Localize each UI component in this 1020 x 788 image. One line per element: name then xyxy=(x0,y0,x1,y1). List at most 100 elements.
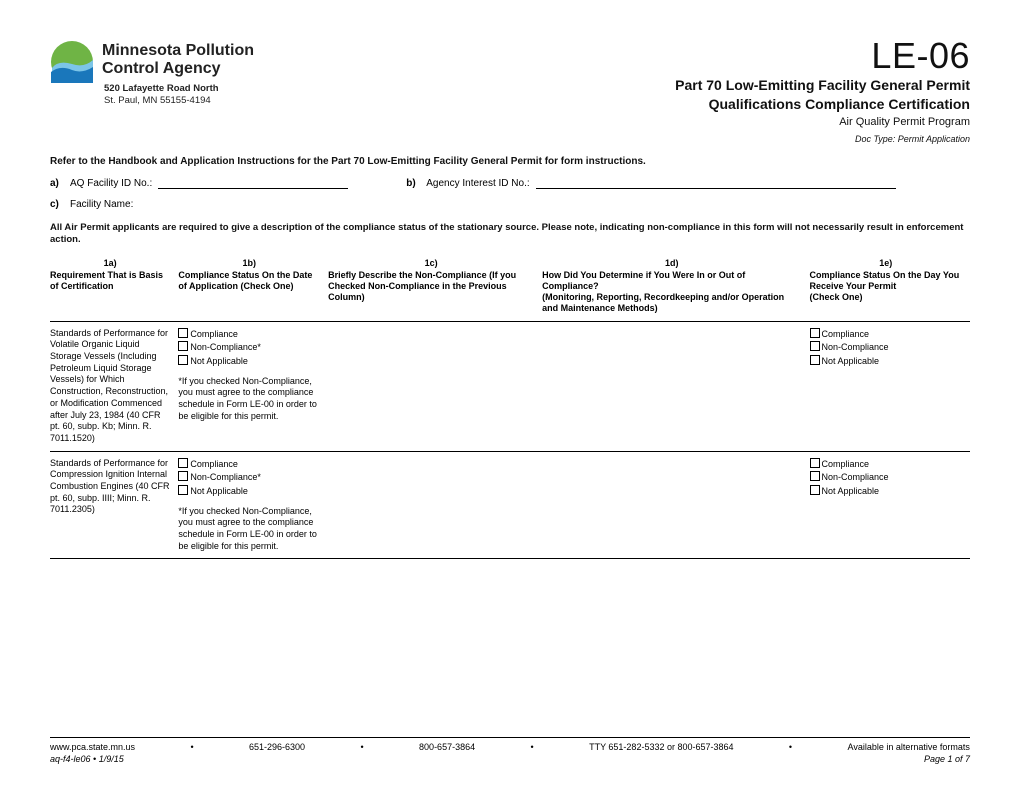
checkbox[interactable] xyxy=(810,485,820,495)
field-b-letter: b) xyxy=(406,178,426,189)
checkbox[interactable] xyxy=(178,458,188,468)
col-1e-sub: (Check One) xyxy=(810,292,863,302)
footer-sep: • xyxy=(91,754,99,764)
row2-req: Standards of Performance for Compression… xyxy=(50,451,178,559)
col-1e-text: Compliance Status On the Day You Receive… xyxy=(810,270,960,291)
row2-status-app: Compliance Non-Compliance* Not Applicabl… xyxy=(178,451,328,559)
col-1e-header: 1e) Compliance Status On the Day You Rec… xyxy=(810,256,970,321)
col-1a-text: Requirement That is Basis of Certificati… xyxy=(50,270,163,291)
row1-status-app: Compliance Non-Compliance* Not Applicabl… xyxy=(178,321,328,451)
compliance-note: All Air Permit applicants are required t… xyxy=(50,222,970,247)
row1-describe[interactable] xyxy=(328,321,542,451)
fields-row-2: c) Facility Name: xyxy=(50,199,970,210)
col-1b-header: 1b) Compliance Status On the Date of App… xyxy=(178,256,328,321)
col-1d-header: 1d) How Did You Determine if You Were In… xyxy=(542,256,809,321)
form-title-line2: Qualifications Compliance Certification xyxy=(709,96,970,112)
check-compliance: Compliance xyxy=(190,459,238,469)
doc-type: Doc Type: Permit Application xyxy=(675,134,970,144)
check-noncompliance: Non-Compliance* xyxy=(190,342,261,352)
row2-determine[interactable] xyxy=(542,451,809,559)
footer-row-1: www.pca.state.mn.us • 651-296-6300 • 800… xyxy=(50,742,970,752)
row1-note: *If you checked Non-Compliance, you must… xyxy=(178,376,320,423)
bullet-icon: • xyxy=(789,742,792,752)
checkbox[interactable] xyxy=(178,341,188,351)
footer-row-2: aq-f4-le06 • 1/9/15 Page 1 of 7 xyxy=(50,754,970,764)
field-b-label: Agency Interest ID No.: xyxy=(426,178,529,189)
footer-page: Page 1 of 7 xyxy=(924,754,970,764)
field-b-input[interactable] xyxy=(536,177,896,189)
check-na: Not Applicable xyxy=(190,356,248,366)
field-a-letter: a) xyxy=(50,178,70,189)
row1-determine[interactable] xyxy=(542,321,809,451)
footer-phone2: 800-657-3864 xyxy=(419,742,475,752)
check-noncompliance: Non-Compliance xyxy=(822,342,889,352)
checkbox[interactable] xyxy=(810,458,820,468)
footer-formid: aq-f4-le06 xyxy=(50,754,91,764)
check-na: Not Applicable xyxy=(822,356,880,366)
row2-status-permit: Compliance Non-Compliance Not Applicable xyxy=(810,451,970,559)
row2-note: *If you checked Non-Compliance, you must… xyxy=(178,506,320,553)
row1-status-permit: Compliance Non-Compliance Not Applicable xyxy=(810,321,970,451)
footer-alt: Available in alternative formats xyxy=(847,742,969,752)
footer-tty: TTY 651-282-5332 or 800-657-3864 xyxy=(589,742,733,752)
agency-name-line2: Control Agency xyxy=(102,60,221,77)
field-b: b) Agency Interest ID No.: xyxy=(406,177,895,189)
col-1c-header: 1c) Briefly Describe the Non-Compliance … xyxy=(328,256,542,321)
fields-row-1: a) AQ Facility ID No.: b) Agency Interes… xyxy=(50,177,970,189)
field-c-letter: c) xyxy=(50,199,70,210)
agency-address: 520 Lafayette Road North St. Paul, MN 55… xyxy=(104,83,254,107)
checkbox[interactable] xyxy=(810,355,820,365)
checkbox[interactable] xyxy=(810,328,820,338)
field-a-label: AQ Facility ID No.: xyxy=(70,178,152,189)
addr-line1: 520 Lafayette Road North xyxy=(104,83,219,94)
footer-date: 1/9/15 xyxy=(99,754,124,764)
col-1a-header: 1a) Requirement That is Basis of Certifi… xyxy=(50,256,178,321)
check-compliance: Compliance xyxy=(190,329,238,339)
checkbox[interactable] xyxy=(178,471,188,481)
checkbox[interactable] xyxy=(810,471,820,481)
field-a: a) AQ Facility ID No.: xyxy=(50,177,348,189)
checkbox[interactable] xyxy=(178,355,188,365)
col-1b-text: Compliance Status On the Date of Applica… xyxy=(178,270,312,291)
row2-describe[interactable] xyxy=(328,451,542,559)
field-c: c) Facility Name: xyxy=(50,199,133,210)
check-na: Not Applicable xyxy=(190,486,248,496)
agency-logo xyxy=(50,40,94,84)
check-noncompliance: Non-Compliance* xyxy=(190,472,261,482)
title-block: LE-06 Part 70 Low-Emitting Facility Gene… xyxy=(675,38,970,144)
col-1c-num: 1c) xyxy=(328,258,534,269)
agency-name: Minnesota Pollution Control Agency xyxy=(102,42,254,77)
table-row: Standards of Performance for Volatile Or… xyxy=(50,321,970,451)
agency-text: Minnesota Pollution Control Agency 520 L… xyxy=(102,42,254,107)
row1-req: Standards of Performance for Volatile Or… xyxy=(50,321,178,451)
table-row: Standards of Performance for Compression… xyxy=(50,451,970,559)
check-na: Not Applicable xyxy=(822,486,880,496)
col-1d-num: 1d) xyxy=(542,258,801,269)
agency-name-line1: Minnesota Pollution xyxy=(102,42,254,59)
col-1d-text2: (Monitoring, Reporting, Recordkeeping an… xyxy=(542,292,784,313)
col-1b-num: 1b) xyxy=(178,258,320,269)
check-noncompliance: Non-Compliance xyxy=(822,472,889,482)
addr-line2: St. Paul, MN 55155-4194 xyxy=(104,95,211,106)
checkbox[interactable] xyxy=(178,485,188,495)
checkbox[interactable] xyxy=(810,341,820,351)
field-c-label: Facility Name: xyxy=(70,199,133,210)
program-name: Air Quality Permit Program xyxy=(675,116,970,128)
bullet-icon: • xyxy=(531,742,534,752)
form-title-line1: Part 70 Low-Emitting Facility General Pe… xyxy=(675,77,970,93)
check-compliance: Compliance xyxy=(822,459,870,469)
field-a-input[interactable] xyxy=(158,177,348,189)
checkbox[interactable] xyxy=(178,328,188,338)
bullet-icon: • xyxy=(190,742,193,752)
form-code: LE-06 xyxy=(675,38,970,74)
footer-formid-date: aq-f4-le06 • 1/9/15 xyxy=(50,754,124,764)
form-title: Part 70 Low-Emitting Facility General Pe… xyxy=(675,76,970,114)
bullet-icon: • xyxy=(360,742,363,752)
logo-block: Minnesota Pollution Control Agency 520 L… xyxy=(50,38,254,107)
col-1a-num: 1a) xyxy=(50,258,170,269)
footer-phone1: 651-296-6300 xyxy=(249,742,305,752)
table-header-row: 1a) Requirement That is Basis of Certifi… xyxy=(50,256,970,321)
footer: www.pca.state.mn.us • 651-296-6300 • 800… xyxy=(50,737,970,764)
footer-url: www.pca.state.mn.us xyxy=(50,742,135,752)
header: Minnesota Pollution Control Agency 520 L… xyxy=(50,38,970,144)
